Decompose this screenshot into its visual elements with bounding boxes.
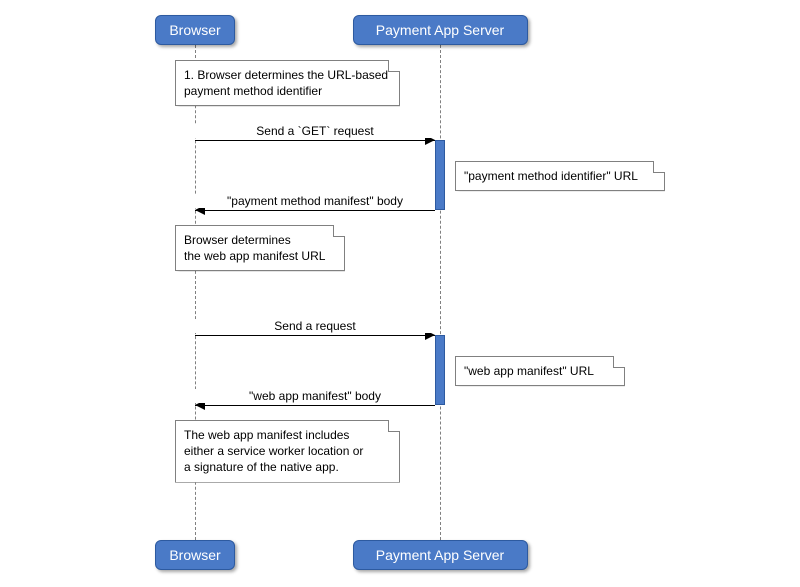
note: Browser determines the web app manifest …	[175, 225, 345, 271]
note-text: The web app manifest includes either a s…	[184, 427, 391, 476]
note-text: Browser determines the web app manifest …	[184, 232, 336, 264]
message-label: "payment method manifest" body	[195, 194, 435, 208]
lifeline-server	[440, 45, 441, 540]
participant-label: Payment App Server	[376, 547, 504, 563]
message-label: Send a request	[195, 319, 435, 333]
message-label: "web app manifest" body	[195, 389, 435, 403]
note-fold-icon	[388, 60, 400, 72]
note-text: "web app manifest" URL	[464, 363, 616, 379]
message-label: Send a `GET` request	[195, 124, 435, 138]
note-text: 1. Browser determines the URL-based paym…	[184, 67, 391, 99]
activation-bar	[435, 335, 445, 405]
sequence-diagram: Send a `GET` request "payment method mani…	[0, 0, 800, 587]
participant-server-bottom: Payment App Server	[353, 540, 528, 570]
message-line	[195, 140, 435, 141]
note-text: "payment method identifier" URL	[464, 168, 656, 184]
activation-bar	[435, 140, 445, 210]
note-fold-icon	[388, 420, 400, 432]
note: The web app manifest includes either a s…	[175, 420, 400, 483]
note-fold-icon	[613, 356, 625, 368]
participant-label: Payment App Server	[376, 22, 504, 38]
participant-label: Browser	[169, 22, 220, 38]
participant-server-top: Payment App Server	[353, 15, 528, 45]
note: "web app manifest" URL	[455, 356, 625, 386]
participant-browser-bottom: Browser	[155, 540, 235, 570]
message-line	[195, 335, 435, 336]
note-fold-icon	[333, 225, 345, 237]
note: 1. Browser determines the URL-based paym…	[175, 60, 400, 106]
note-fold-icon	[653, 161, 665, 173]
note: "payment method identifier" URL	[455, 161, 665, 191]
message-line	[195, 210, 435, 211]
participant-label: Browser	[169, 547, 220, 563]
participant-browser-top: Browser	[155, 15, 235, 45]
message-line	[195, 405, 435, 406]
